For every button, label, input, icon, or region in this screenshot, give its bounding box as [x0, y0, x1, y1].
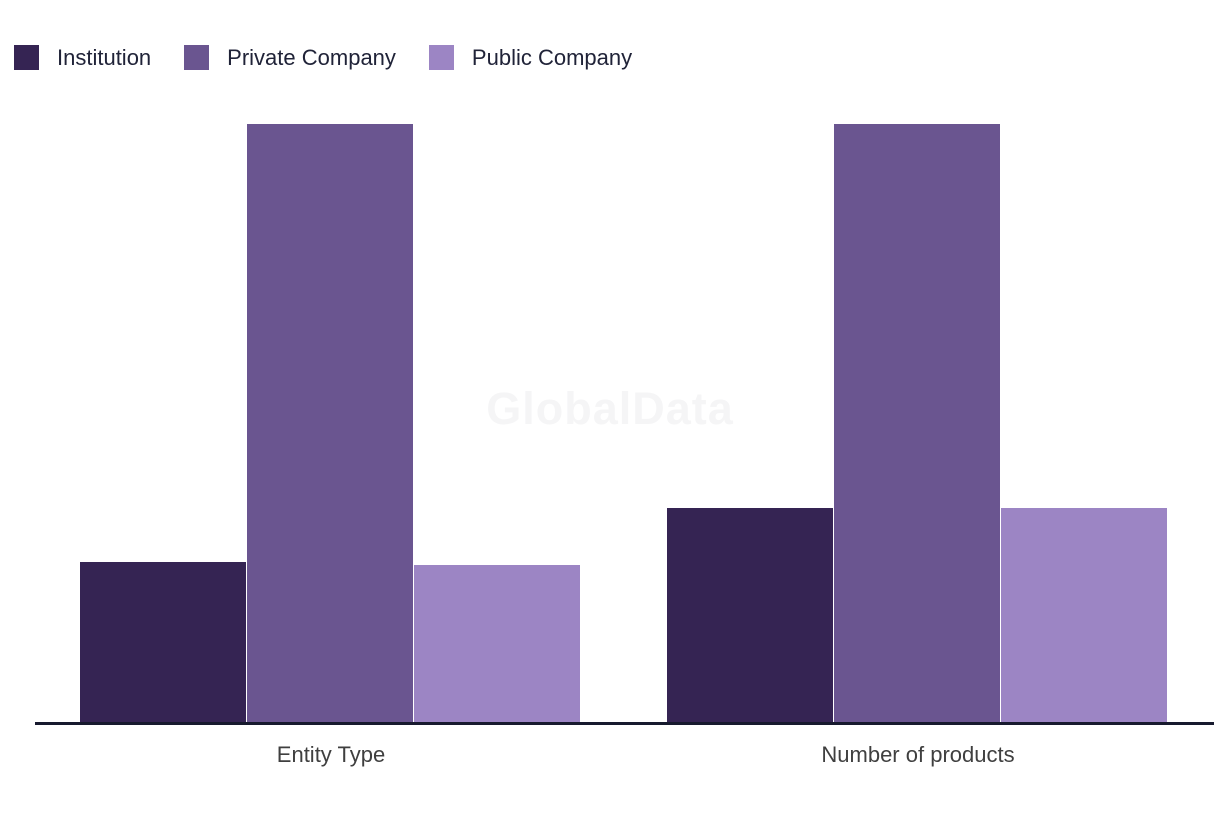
chart-legend: Institution Private Company Public Company: [14, 45, 632, 70]
legend-swatch-icon: [428, 45, 454, 70]
bar-public-company[interactable]: [414, 565, 580, 724]
category-label-number-of-products: Number of products: [821, 742, 1015, 767]
legend-swatch-icon: [14, 45, 39, 70]
bar-private-company[interactable]: [247, 124, 413, 724]
bar-group-number-of-products: [667, 124, 1167, 724]
legend-swatch-icon: [184, 45, 210, 70]
legend-item-label: Public Company: [471, 45, 633, 70]
bar-institution[interactable]: [667, 508, 833, 724]
legend-item-public-company[interactable]: Public Company: [428, 45, 633, 70]
bar-group-entity-type: [80, 124, 580, 724]
category-label-entity-type: Entity Type: [276, 742, 386, 767]
bar-institution[interactable]: [80, 562, 246, 724]
legend-item-institution[interactable]: Institution: [14, 45, 151, 70]
legend-item-label: Institution: [57, 45, 152, 70]
x-axis-line: [35, 722, 1214, 725]
legend-item-label: Private Company: [227, 45, 396, 70]
bar-private-company[interactable]: [834, 124, 1000, 724]
bar-public-company[interactable]: [1001, 508, 1167, 724]
legend-item-private-company[interactable]: Private Company: [184, 45, 396, 70]
